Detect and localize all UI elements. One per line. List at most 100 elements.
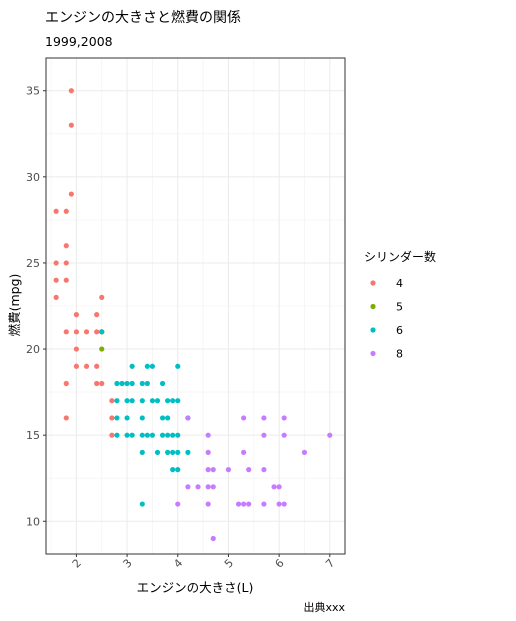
data-point-cyl-5	[99, 346, 105, 352]
legend: シリンダー数 4 5 6 8	[364, 249, 436, 361]
data-point-cyl-8	[205, 467, 211, 473]
x-tick-label: 3	[121, 556, 135, 570]
data-point-cyl-8	[261, 415, 267, 421]
x-tick-label: 2	[70, 556, 84, 570]
data-point-cyl-8	[241, 449, 247, 455]
data-point-cyl-4	[83, 363, 90, 369]
data-point-cyl-4	[73, 329, 80, 335]
y-tick-label: 25	[26, 257, 40, 270]
data-point-cyl-8	[205, 432, 211, 438]
data-point-cyl-6	[139, 415, 145, 421]
legend-label-6: 6	[396, 324, 403, 337]
data-point-cyl-6	[139, 398, 145, 404]
data-point-cyl-4	[94, 312, 100, 318]
data-point-cyl-6	[159, 380, 166, 387]
data-point-cyl-6	[154, 398, 161, 404]
x-tick-label: 6	[273, 556, 287, 570]
panel-border	[45, 57, 346, 555]
data-point-cyl-6	[139, 501, 145, 507]
data-point-cyl-8	[205, 484, 211, 490]
data-point-cyl-8	[261, 501, 267, 507]
data-point-cyl-8	[205, 449, 211, 455]
data-point-cyl-6	[149, 432, 156, 438]
data-point-cyl-6	[170, 467, 176, 473]
data-point-cyl-6	[119, 380, 125, 387]
data-point-cyl-8	[210, 484, 216, 490]
data-point-cyl-4	[68, 88, 74, 94]
data-point-cyl-6	[129, 398, 135, 404]
data-point-cyl-4	[63, 380, 69, 387]
data-point-cyl-4	[63, 329, 69, 335]
data-point-cyl-8	[246, 467, 252, 473]
x-axis-ticks: 2 3 4 5 6 7	[70, 554, 337, 571]
data-point-cyl-6	[124, 380, 130, 387]
data-point-cyl-8	[175, 501, 181, 507]
data-point-cyl-6	[165, 449, 171, 455]
data-point-cyl-6	[139, 432, 145, 438]
y-tick-label: 30	[26, 171, 40, 184]
data-point-cyl-4	[94, 380, 100, 387]
legend-title: シリンダー数	[364, 249, 436, 264]
data-point-cyl-4	[83, 329, 90, 335]
data-point-cyl-8	[241, 415, 247, 421]
data-point-cyl-6	[175, 432, 181, 438]
data-point-cyl-6	[185, 449, 191, 455]
plot-panel	[46, 58, 345, 554]
data-point-cyl-6	[129, 380, 135, 387]
data-point-cyl-6	[124, 398, 130, 404]
data-point-cyl-6	[124, 415, 130, 421]
data-point-cyl-6	[170, 449, 176, 455]
y-tick-label: 10	[26, 515, 40, 528]
data-point-cyl-8	[210, 535, 216, 542]
legend-key-8	[370, 350, 376, 357]
data-point-cyl-4	[63, 208, 69, 214]
data-point-cyl-6	[165, 415, 171, 421]
data-point-cyl-8	[195, 484, 201, 490]
data-point-cyl-8	[276, 484, 282, 490]
data-point-cyl-6	[149, 398, 156, 404]
caption: 出典xxx	[303, 600, 345, 614]
data-point-cyl-4	[73, 312, 80, 318]
data-point-cyl-4	[73, 346, 80, 352]
data-point-cyl-4	[63, 260, 69, 266]
chart-subtitle: 1999,2008	[45, 34, 113, 49]
data-point-cyl-6	[159, 432, 166, 438]
data-point-cyl-8	[281, 415, 287, 421]
data-point-cyl-4	[63, 243, 69, 249]
x-tick-label: 5	[222, 556, 236, 570]
data-point-cyl-4	[53, 260, 59, 266]
data-point-cyl-8	[327, 432, 333, 438]
data-point-cyl-6	[159, 415, 166, 421]
x-axis-title: エンジンの大きさ(L)	[137, 580, 254, 595]
data-point-cyl-8	[281, 432, 287, 438]
data-point-cyl-6	[175, 449, 181, 455]
data-point-cyl-4	[53, 277, 59, 283]
data-point-cyl-4	[94, 329, 100, 335]
data-point-cyl-8	[210, 467, 216, 473]
data-point-cyl-8	[185, 415, 191, 421]
data-point-cyl-8	[301, 449, 308, 455]
data-point-cyl-4	[109, 415, 115, 421]
x-tick-label: 4	[171, 556, 185, 570]
data-point-cyl-6	[124, 432, 130, 438]
data-point-cyl-6	[139, 380, 145, 387]
data-point-cyl-4	[63, 277, 69, 283]
y-axis-ticks: 10 15 20 25 30 35	[26, 85, 46, 528]
data-point-cyl-8	[205, 501, 211, 507]
data-point-cyl-6	[129, 363, 135, 369]
data-point-cyl-4	[63, 415, 69, 421]
data-point-cyl-8	[271, 484, 277, 490]
data-point-cyl-8	[225, 467, 232, 473]
data-point-cyl-6	[165, 398, 171, 404]
data-point-cyl-4	[109, 432, 115, 438]
legend-label-4: 4	[396, 277, 403, 290]
data-point-cyl-4	[109, 398, 115, 404]
data-point-cyl-6	[129, 432, 135, 438]
data-point-cyl-4	[99, 294, 105, 300]
chart-title: エンジンの大きさと燃費の関係	[45, 9, 241, 26]
data-point-cyl-6	[149, 363, 156, 369]
y-tick-label: 35	[26, 85, 40, 98]
legend-key-4	[370, 280, 376, 286]
data-point-cyl-8	[235, 501, 242, 507]
